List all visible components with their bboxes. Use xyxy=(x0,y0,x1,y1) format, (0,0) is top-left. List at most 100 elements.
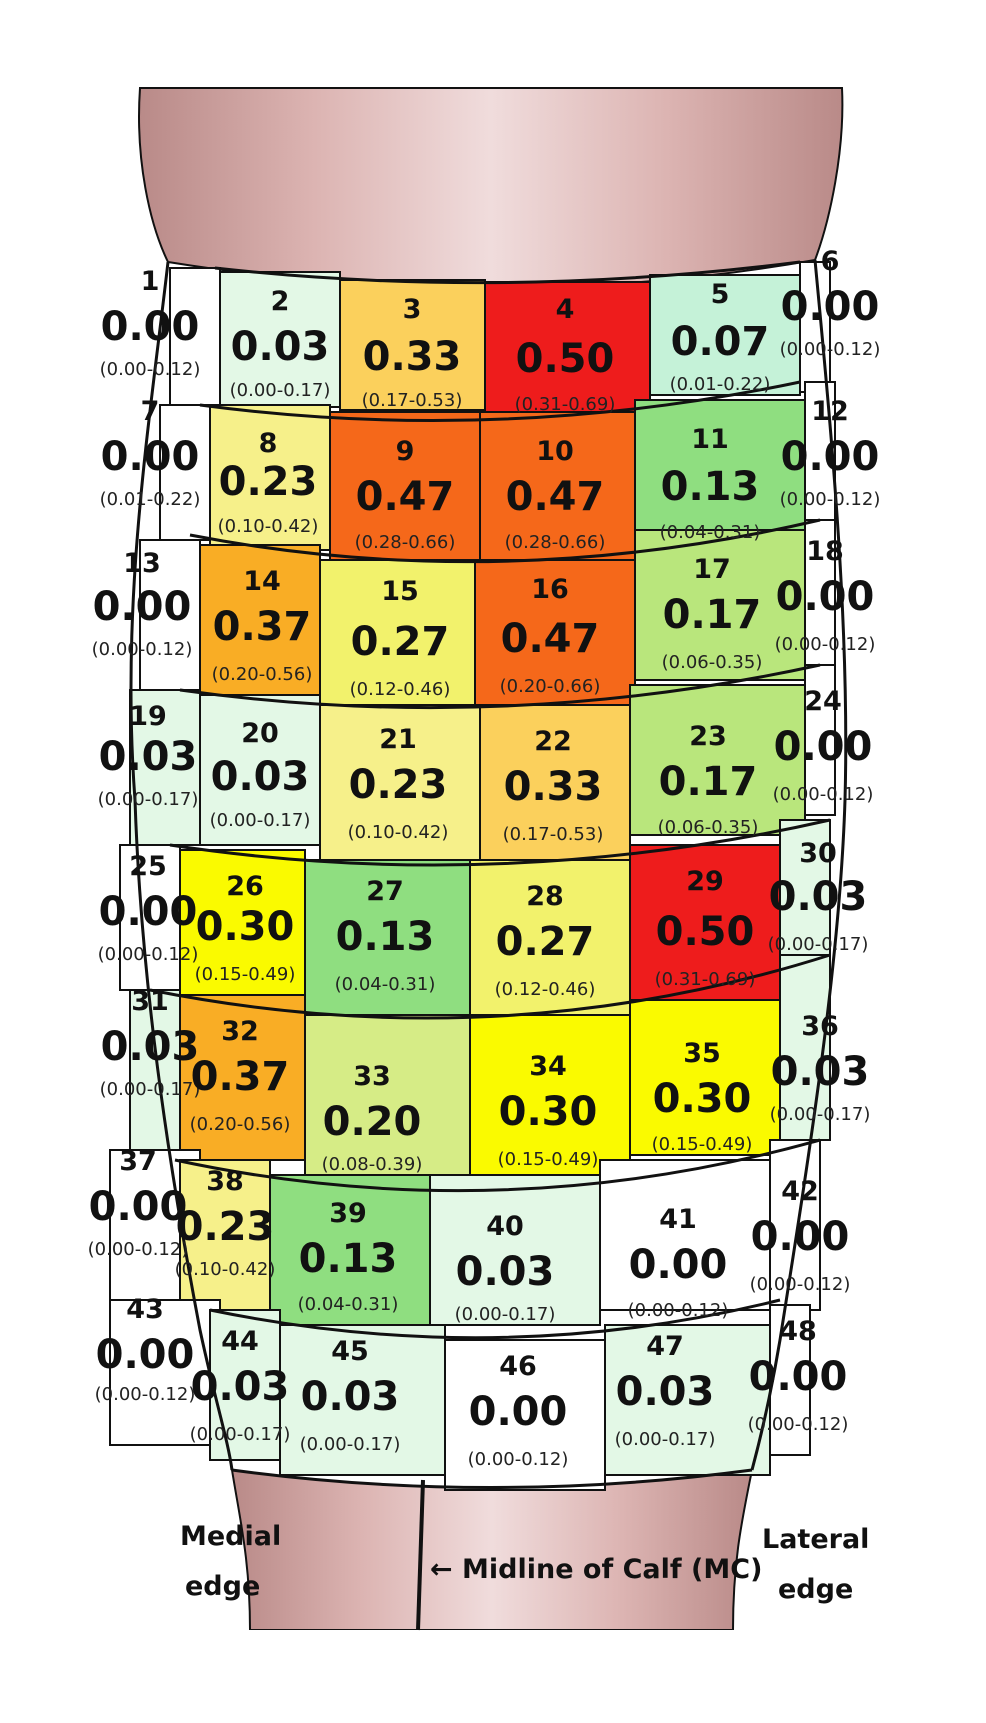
region-31-ci: (0.00-0.17) xyxy=(100,1079,201,1100)
region-45-value: 0.03 xyxy=(301,1374,400,1420)
region-25-value: 0.00 xyxy=(99,889,198,935)
medial-edge-label-line1: Medial xyxy=(180,1521,281,1552)
region-3-number: 3 xyxy=(403,294,422,325)
region-24-number: 24 xyxy=(804,686,842,717)
region-3-cell xyxy=(339,279,486,411)
region-30-ci: (0.00-0.17) xyxy=(768,934,869,955)
region-38-ci: (0.10-0.42) xyxy=(175,1259,276,1280)
region-1-value: 0.00 xyxy=(101,304,200,350)
region-21-value: 0.23 xyxy=(349,762,448,808)
region-29-cell xyxy=(629,844,781,1006)
region-10-number: 10 xyxy=(536,436,574,467)
region-20-ci: (0.00-0.17) xyxy=(210,810,311,831)
region-30-number: 30 xyxy=(799,838,837,869)
region-32-ci: (0.20-0.56) xyxy=(190,1114,291,1135)
region-32-number: 32 xyxy=(221,1016,259,1047)
region-21-cell xyxy=(319,704,481,861)
region-15-value: 0.27 xyxy=(351,619,450,665)
region-26-ci: (0.15-0.49) xyxy=(195,964,296,985)
region-48-value: 0.00 xyxy=(749,1354,848,1400)
region-6-ci: (0.00-0.12) xyxy=(780,339,881,360)
region-47-ci: (0.00-0.17) xyxy=(615,1429,716,1450)
region-42-number: 42 xyxy=(781,1176,819,1207)
midline-of-calf-label: ← Midline of Calf (MC) xyxy=(430,1554,762,1585)
region-12-ci: (0.00-0.12) xyxy=(780,489,881,510)
region-5-ci: (0.01-0.22) xyxy=(670,374,771,395)
leg-outline xyxy=(129,259,848,1471)
region-12-number: 12 xyxy=(811,396,849,427)
region-40-value: 0.03 xyxy=(456,1249,555,1295)
region-4-number: 4 xyxy=(556,294,575,325)
ankle-skin xyxy=(230,1468,754,1631)
region-42-value: 0.00 xyxy=(751,1214,850,1260)
region-9-ci: (0.28-0.66) xyxy=(355,532,456,553)
region-10-value: 0.47 xyxy=(506,474,605,520)
region-12-value: 0.00 xyxy=(781,434,880,480)
region-15-ci: (0.12-0.46) xyxy=(350,679,451,700)
region-14-value: 0.37 xyxy=(213,604,312,650)
region-21-number: 21 xyxy=(379,724,417,755)
region-8-value: 0.23 xyxy=(219,459,318,505)
region-41-cell xyxy=(599,1159,771,1311)
region-47-cell xyxy=(604,1324,771,1476)
region-11-value: 0.13 xyxy=(661,464,760,510)
grid-lines xyxy=(149,260,831,1489)
region-8-cell xyxy=(209,404,331,551)
region-10-ci: (0.28-0.66) xyxy=(505,532,606,553)
region-24-cell xyxy=(804,664,836,816)
region-28-number: 28 xyxy=(526,881,564,912)
region-45-number: 45 xyxy=(331,1336,369,1367)
region-27-value: 0.13 xyxy=(336,914,435,960)
region-17-ci: (0.06-0.35) xyxy=(662,652,763,673)
region-11-number: 11 xyxy=(691,424,729,455)
region-36-value: 0.03 xyxy=(771,1049,870,1095)
region-48-cell xyxy=(769,1304,811,1456)
region-38-value: 0.23 xyxy=(176,1204,275,1250)
region-12-cell xyxy=(804,381,836,523)
region-16-number: 16 xyxy=(531,574,569,605)
region-31-value: 0.03 xyxy=(101,1024,200,1070)
region-14-number: 14 xyxy=(243,566,281,597)
lateral-edge-label-line1: Lateral xyxy=(762,1524,869,1555)
region-32-value: 0.37 xyxy=(191,1054,290,1100)
region-39-value: 0.13 xyxy=(299,1236,398,1282)
region-23-ci: (0.06-0.35) xyxy=(658,817,759,838)
region-4-value: 0.50 xyxy=(516,336,615,382)
region-28-value: 0.27 xyxy=(496,919,595,965)
region-25-ci: (0.00-0.12) xyxy=(98,944,199,965)
region-19-value: 0.03 xyxy=(99,734,198,780)
region-24-value: 0.00 xyxy=(774,724,873,770)
region-20-cell xyxy=(199,694,321,846)
region-30-value: 0.03 xyxy=(769,874,868,920)
region-16-ci: (0.20-0.66) xyxy=(500,676,601,697)
region-23-number: 23 xyxy=(689,721,727,752)
region-42-ci: (0.00-0.12) xyxy=(750,1274,851,1295)
region-22-number: 22 xyxy=(534,726,572,757)
region-37-number: 37 xyxy=(119,1146,157,1177)
region-23-cell xyxy=(629,684,806,836)
region-47-value: 0.03 xyxy=(616,1369,715,1415)
region-39-ci: (0.04-0.31) xyxy=(298,1294,399,1315)
region-33-cell xyxy=(304,1014,471,1176)
region-3-value: 0.33 xyxy=(363,334,462,380)
region-16-cell xyxy=(474,559,636,711)
region-14-ci: (0.20-0.56) xyxy=(212,664,313,685)
region-6-number: 6 xyxy=(821,246,840,277)
region-2-number: 2 xyxy=(271,286,290,317)
region-29-ci: (0.31-0.69) xyxy=(655,969,756,990)
knee-skin xyxy=(138,87,844,289)
region-39-cell xyxy=(269,1174,431,1326)
region-22-cell xyxy=(479,704,631,861)
region-36-number: 36 xyxy=(801,1011,839,1042)
region-47-number: 47 xyxy=(646,1331,684,1362)
region-27-ci: (0.04-0.31) xyxy=(335,974,436,995)
region-7-number: 7 xyxy=(141,396,160,427)
region-8-number: 8 xyxy=(259,428,278,459)
region-31-number: 31 xyxy=(131,986,169,1017)
region-1-number: 1 xyxy=(141,266,160,297)
bottom-margin xyxy=(0,1630,986,1723)
region-21-ci: (0.10-0.42) xyxy=(348,822,449,843)
region-40-number: 40 xyxy=(486,1211,524,1242)
region-8-ci: (0.10-0.42) xyxy=(218,516,319,537)
region-9-number: 9 xyxy=(396,436,415,467)
